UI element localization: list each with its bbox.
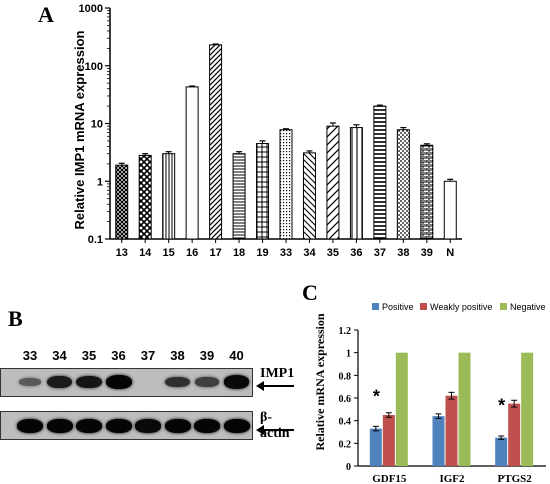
y-tick-label: 0.8 xyxy=(339,371,352,382)
blot-band xyxy=(46,375,73,389)
legend-label: Negative xyxy=(510,302,546,312)
lane-label: 39 xyxy=(199,348,215,363)
blot-band xyxy=(165,376,190,388)
y-tick-label: 0 xyxy=(346,462,351,473)
beta-actin-arrow-icon xyxy=(256,425,294,435)
bar xyxy=(369,428,382,466)
x-tick-label: 14 xyxy=(139,247,152,259)
imp1-blot-label: IMP1 xyxy=(260,366,295,381)
bar xyxy=(395,352,408,466)
blot-band xyxy=(195,377,219,387)
x-tick-label: 13 xyxy=(116,247,128,259)
x-tick-label: 33 xyxy=(280,247,292,259)
bar xyxy=(432,416,445,466)
blot-band xyxy=(76,419,102,433)
lane-label: 38 xyxy=(170,348,185,363)
x-tick-label: 18 xyxy=(233,247,245,259)
bar xyxy=(302,152,316,240)
x-tick-label: 15 xyxy=(163,247,175,259)
x-tick-label: 19 xyxy=(256,247,268,259)
beta-actin-blot-label: β-actin xyxy=(260,410,290,441)
blot-band xyxy=(194,419,220,433)
y-tick-label: 1.2 xyxy=(339,326,352,337)
y-tick-label: 0.2 xyxy=(339,439,352,450)
y-tick-label: 1000 xyxy=(79,3,103,15)
lane-label: 36 xyxy=(111,348,126,363)
bar xyxy=(458,352,471,466)
imp1-mrna-bar-chart: 0.1 1 10 100 1000 13 14 15 16 17 18 19 33 34 35 36 37 38 3… xyxy=(72,3,462,259)
significance-marker: * xyxy=(373,387,380,407)
legend-swatch xyxy=(372,303,379,310)
blot-band xyxy=(76,375,102,389)
y-tick-label: 1 xyxy=(346,349,351,360)
lane-label: 34 xyxy=(52,348,67,363)
y-axis-title: Relative IMP1 mRNA expression xyxy=(72,30,87,229)
bar xyxy=(138,154,152,240)
imp1-arrow-icon xyxy=(256,381,294,391)
legend-swatch xyxy=(500,303,507,310)
y-tick-label: 0.1 xyxy=(88,234,103,246)
lane-label: 37 xyxy=(140,348,156,363)
x-tick-label: 36 xyxy=(350,247,362,259)
bar xyxy=(279,129,293,240)
y-tick-label: 10 xyxy=(91,119,103,131)
lane-label: 33 xyxy=(22,348,38,363)
bar xyxy=(508,403,521,466)
x-tick-label: IGF2 xyxy=(439,473,465,484)
panel-c-letter: C xyxy=(302,280,318,305)
y-tick-label: 0.6 xyxy=(339,394,352,405)
blot-band xyxy=(105,375,132,389)
bar xyxy=(185,86,199,240)
blot-band xyxy=(18,378,42,386)
bar xyxy=(396,129,410,240)
blot-band xyxy=(135,419,161,433)
blot-band xyxy=(223,375,250,389)
legend-label: Weakly positive xyxy=(430,302,492,312)
bar xyxy=(445,395,458,466)
y-tick-label: 100 xyxy=(85,61,103,73)
bar xyxy=(420,144,434,240)
significance-marker: * xyxy=(498,396,505,416)
bar xyxy=(443,180,457,240)
panel-b-letter: B xyxy=(8,306,23,331)
blot-band xyxy=(105,419,132,433)
bar xyxy=(521,352,534,466)
bar xyxy=(115,164,129,240)
x-tick-label: PTGS2 xyxy=(498,473,533,484)
x-tick-label: 34 xyxy=(303,247,316,259)
bar xyxy=(162,153,176,240)
lane-label: 35 xyxy=(81,348,97,363)
bar xyxy=(256,143,270,240)
x-tick-label: 35 xyxy=(327,247,339,259)
legend-label: Positive xyxy=(382,302,414,312)
bar xyxy=(382,415,395,466)
blot-band xyxy=(46,419,73,433)
blot-band xyxy=(223,419,250,433)
x-tick-label: 16 xyxy=(186,247,198,259)
x-tick-label: N xyxy=(446,247,454,259)
relative-mrna-bar-chart: 0 0.2 0.4 0.6 0.8 1 1.2 GDF15 IGF2 PTGS2 * * Posit… xyxy=(313,302,546,484)
bar xyxy=(495,437,508,466)
legend-swatch xyxy=(420,303,427,310)
x-tick-label: GDF15 xyxy=(372,473,407,484)
panel-a-letter: A xyxy=(38,2,54,27)
x-tick-label: 17 xyxy=(209,247,221,259)
x-tick-label: 39 xyxy=(421,247,433,259)
bar xyxy=(232,153,246,240)
lane-label: 40 xyxy=(229,348,244,363)
x-tick-label: 37 xyxy=(374,247,386,259)
western-blot: 33 34 35 36 37 38 39 40 IMP1 β-actin xyxy=(0,340,300,450)
y-tick-label: 0.4 xyxy=(339,417,352,428)
x-tick-label: 38 xyxy=(397,247,409,259)
blot-band xyxy=(17,419,43,433)
blot-band xyxy=(164,419,191,433)
y-tick-label: 1 xyxy=(97,176,103,188)
bar xyxy=(349,127,363,240)
y-axis-title: Relative mRNA expression xyxy=(313,313,327,450)
bar xyxy=(373,105,387,240)
bar xyxy=(209,44,223,240)
bar xyxy=(326,125,340,240)
